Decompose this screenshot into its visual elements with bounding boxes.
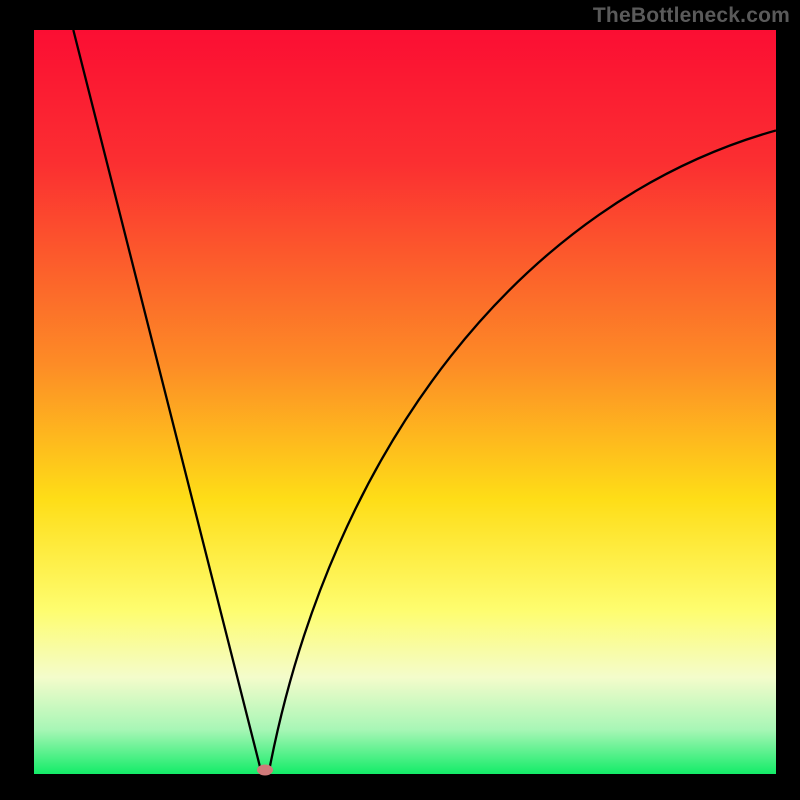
curve-path	[73, 30, 776, 774]
plot-area	[34, 30, 776, 774]
chart-frame: TheBottleneck.com	[0, 0, 800, 800]
minimum-marker	[257, 764, 273, 775]
watermark-text: TheBottleneck.com	[593, 4, 790, 28]
bottleneck-curve	[34, 30, 776, 774]
